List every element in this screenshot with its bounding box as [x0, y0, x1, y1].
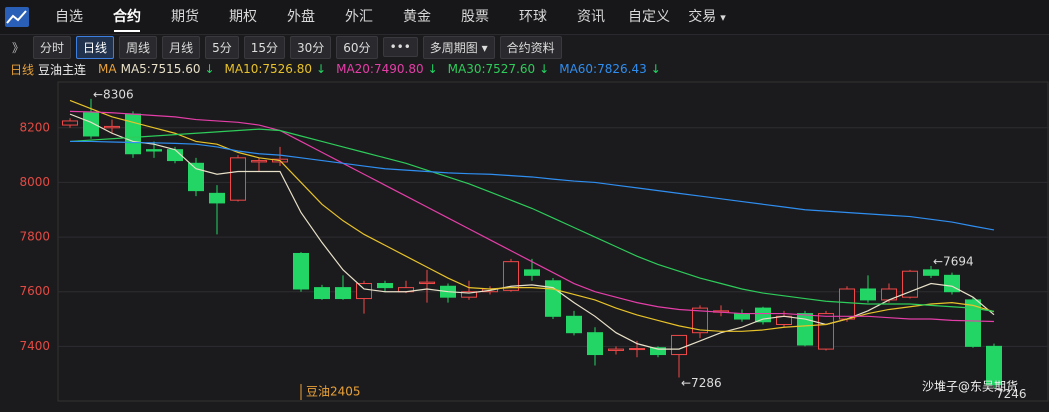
contract-label: 豆油2405 — [306, 385, 361, 399]
nav-tab[interactable]: 自定义 — [628, 9, 670, 25]
period-button[interactable]: 分时 — [33, 35, 72, 59]
period-button[interactable]: 日线 — [76, 35, 115, 59]
ma-line — [69, 128, 995, 312]
extreme-label: ←7694 — [933, 255, 974, 269]
candle-body — [356, 283, 372, 300]
nav-tab[interactable]: 外汇 — [345, 9, 373, 25]
y-tick-label: 7600 — [19, 284, 50, 298]
candle-body — [125, 113, 141, 155]
candle-body — [209, 192, 225, 204]
legend-entry: MA30:7527.60 — [447, 62, 536, 76]
legend-arrow: ↓ — [427, 62, 438, 76]
candle-body — [83, 112, 99, 137]
candle-body — [839, 288, 855, 320]
candle-body — [461, 291, 477, 298]
candle-body — [734, 313, 750, 320]
nav-tab[interactable]: 期权 — [229, 9, 257, 25]
period-button[interactable]: 15分 — [243, 35, 285, 59]
nav-tab[interactable]: 交易 ▾ — [688, 8, 726, 25]
extreme-label: 7246 — [996, 387, 1027, 401]
candle-body — [62, 120, 78, 126]
candle-body — [671, 334, 687, 356]
candle-body — [566, 315, 582, 334]
legend-entry: MA60:7826.43 — [559, 62, 647, 76]
candle-body — [923, 269, 939, 276]
logo — [5, 7, 29, 27]
candle-body — [503, 261, 519, 291]
period-button[interactable]: 合约资料 — [499, 35, 562, 59]
y-tick-label: 8200 — [19, 120, 50, 134]
extreme-label: ←7286 — [681, 376, 722, 390]
period-button[interactable]: 多周期图 ▾ — [422, 35, 495, 59]
nav-tab[interactable]: 外盘 — [287, 9, 315, 25]
nav-tab[interactable]: 期货 — [171, 9, 199, 25]
candle-body — [860, 288, 876, 301]
candle-body — [104, 125, 120, 129]
legend: 日线 豆油主连 MA MA5:7515.60 ↓ MA10:7526.80 ↓ MA20:74… — [10, 60, 667, 78]
candle-body — [230, 157, 246, 201]
plot-frame — [57, 81, 1049, 402]
candle-body — [818, 313, 834, 350]
candle-body — [524, 269, 540, 276]
legend-entry: MA5:7515.60 — [120, 62, 201, 76]
legend-arrow: ↓ — [650, 62, 661, 76]
nav-tab[interactable]: 合约 — [98, 1, 156, 33]
extreme-label: ←8306 — [93, 87, 134, 101]
legend-ma: MA — [98, 62, 117, 76]
dropdown-arrow[interactable]: ▾ — [720, 10, 726, 24]
candle-body — [293, 252, 309, 290]
ma-line — [70, 140, 995, 231]
legend-period: 日线 — [10, 62, 35, 77]
candle-body — [650, 347, 666, 356]
nav-tab[interactable]: 自选 — [55, 9, 83, 25]
y-tick-label: 7400 — [19, 339, 50, 353]
toolbar: 》分时 日线 周线 月线 5分 15分 30分 60分 ••• 多周期图 ▾ 合约资料 — [0, 35, 1049, 59]
y-tick-label: 8000 — [19, 175, 50, 189]
candle-body — [314, 287, 330, 300]
candle-body — [188, 162, 204, 192]
nav-tab[interactable]: 资讯 — [577, 9, 605, 25]
ma-line — [69, 99, 995, 332]
nav-tab[interactable]: 环球 — [519, 9, 547, 25]
ma-line — [69, 113, 995, 350]
expand-button[interactable]: 》 — [12, 40, 25, 55]
candle-body — [629, 348, 645, 351]
candle-body — [755, 307, 771, 323]
candle-body — [146, 149, 162, 152]
candle-body — [587, 332, 603, 356]
legend-symbol: 豆油主连 — [38, 62, 87, 77]
legend-entry: MA20:7490.80 — [336, 62, 424, 76]
y-tick-label: 7800 — [19, 230, 50, 244]
candle-body — [419, 281, 435, 285]
legend-arrow: ↓ — [316, 62, 327, 76]
period-button[interactable]: 60分 — [336, 35, 378, 59]
period-button[interactable]: 30分 — [290, 35, 332, 59]
nav-tab[interactable]: 股票 — [461, 9, 489, 25]
period-button[interactable]: 月线 — [162, 35, 201, 59]
ma-line — [69, 110, 995, 323]
candle-body — [692, 307, 708, 334]
candle-body — [377, 283, 393, 289]
candle-body — [545, 280, 561, 317]
nav-bar: 自选 合约 期货 期权 外盘 外汇 黄金 股票 环球 资讯 自定义 交易 ▾ — [0, 0, 1049, 35]
watermark: 沙堆子@东吴期货 — [922, 379, 1018, 394]
period-button[interactable]: 周线 — [119, 35, 158, 59]
candle-body — [251, 160, 267, 163]
candle-body — [797, 313, 813, 346]
candle-body — [335, 287, 351, 300]
legend-arrow: ↓ — [539, 62, 550, 76]
nav-tab[interactable]: 黄金 — [403, 9, 431, 25]
legend-arrow: ↓ — [204, 62, 215, 76]
period-button[interactable]: ••• — [382, 37, 418, 57]
legend-entry: MA10:7526.80 — [224, 62, 313, 76]
candle-body — [608, 348, 624, 351]
candle-body — [986, 345, 1002, 386]
candle-body — [965, 299, 981, 347]
period-button[interactable]: 5分 — [205, 35, 239, 59]
